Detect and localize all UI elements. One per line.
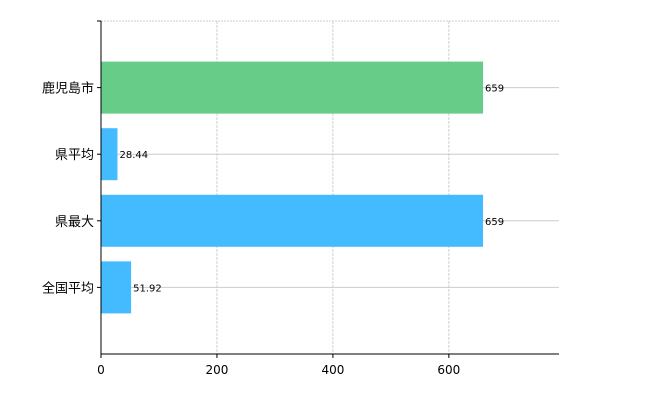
y-tick-label: 県平均 bbox=[55, 148, 94, 163]
x-tick-label: 600 bbox=[437, 363, 460, 377]
bar bbox=[101, 61, 484, 114]
data-label: 28.44 bbox=[119, 150, 148, 161]
data-label: 51.92 bbox=[133, 283, 162, 294]
bar bbox=[101, 194, 484, 247]
x-tick-label: 200 bbox=[205, 363, 228, 377]
data-label: 659 bbox=[485, 217, 504, 228]
y-tick-label: 全国平均 bbox=[42, 280, 94, 296]
y-tick-label: 鹿児島市 bbox=[42, 81, 94, 97]
y-tick-label: 県最大 bbox=[55, 215, 94, 230]
bar bbox=[101, 261, 132, 314]
x-tick-label: 400 bbox=[321, 363, 344, 377]
x-tick-label: 0 bbox=[97, 363, 105, 377]
bar bbox=[101, 128, 118, 181]
data-label: 659 bbox=[485, 84, 504, 95]
